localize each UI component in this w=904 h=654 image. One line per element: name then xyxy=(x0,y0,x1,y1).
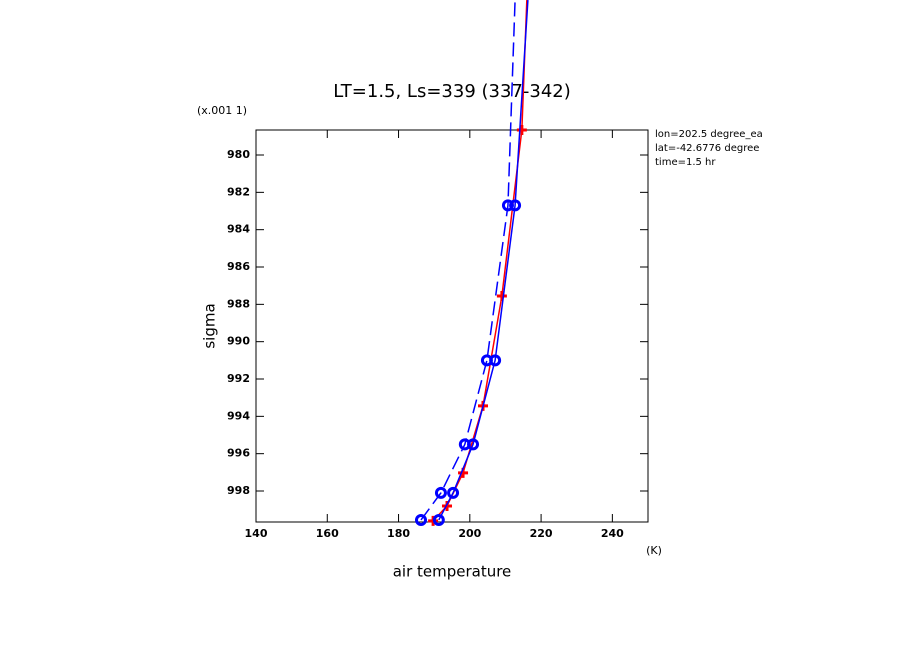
y-tick-label: 994 xyxy=(227,409,250,422)
x-tick-label: 200 xyxy=(458,527,481,540)
series-line xyxy=(432,0,528,522)
plot-frame xyxy=(255,129,649,523)
x-tick-label: 220 xyxy=(530,527,553,540)
point-marker xyxy=(467,438,480,451)
point-marker xyxy=(496,290,507,301)
y-axis-label: sigma xyxy=(201,303,219,348)
annotation: lat=-42.6776 degree xyxy=(655,143,759,154)
x-tick-label: 240 xyxy=(601,527,624,540)
y-tick-label: 996 xyxy=(227,447,250,460)
point-marker xyxy=(509,199,522,212)
point-marker xyxy=(516,125,527,135)
x-unit: (K) xyxy=(646,544,662,557)
annotation: lon=202.5 degree_ea xyxy=(655,129,763,140)
point-marker xyxy=(434,486,447,499)
y-tick-label: 982 xyxy=(227,185,250,198)
x-tick-label: 160 xyxy=(316,527,339,540)
y-tick-label: 984 xyxy=(227,223,250,236)
y-scale-note: (x.001 1) xyxy=(197,104,247,117)
point-marker xyxy=(432,513,445,526)
y-tick-label: 992 xyxy=(227,372,250,385)
chart-title: LT=1.5, Ls=339 (337-342) xyxy=(333,81,571,102)
y-tick-label: 998 xyxy=(227,484,250,497)
y-tick-label: 980 xyxy=(227,148,250,161)
series-line xyxy=(438,0,529,521)
y-tick-label: 988 xyxy=(227,297,250,310)
x-tick-label: 180 xyxy=(387,527,410,540)
point-marker xyxy=(414,513,427,526)
x-tick-label: 140 xyxy=(245,527,268,540)
annotation: time=1.5 hr xyxy=(655,157,716,168)
y-tick-label: 986 xyxy=(227,260,250,273)
y-tick-label: 990 xyxy=(227,335,250,348)
point-marker xyxy=(447,486,460,499)
point-marker xyxy=(501,199,514,212)
point-marker xyxy=(489,354,502,367)
x-axis-label: air temperature xyxy=(393,563,512,581)
